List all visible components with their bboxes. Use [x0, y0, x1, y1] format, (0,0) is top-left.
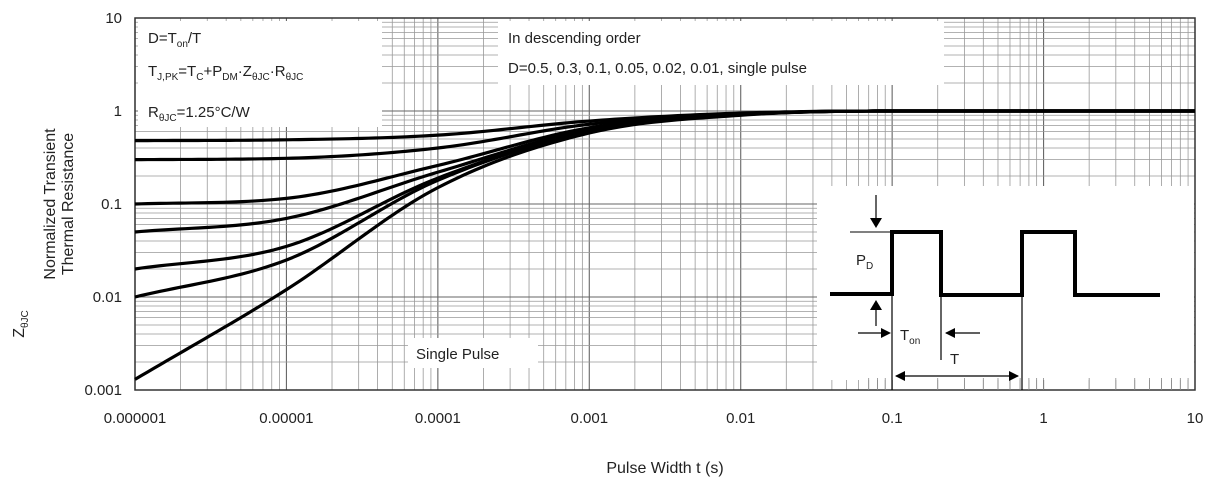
order-line1: In descending order	[508, 30, 641, 47]
formula-box	[138, 21, 382, 127]
y-tick-label: 10	[105, 10, 122, 27]
note-line2-s1: C	[196, 72, 203, 83]
ton-arrowhead-left	[881, 328, 891, 338]
note-line2-s2: DM	[222, 72, 238, 83]
x-tick-label: 0.0001	[415, 410, 461, 427]
single-pulse-label: Single Pulse	[416, 346, 499, 363]
single-pulse-box	[408, 338, 538, 368]
pd-label-base: P	[856, 252, 866, 269]
y-axis-symbol: ZθJC	[11, 310, 31, 338]
y-axis-label-group: Normalized Transient Thermal Resistance	[42, 128, 77, 280]
x-tick-labels: 0.000001 0.00001 0.0001 0.001 0.01 0.1 1 10	[104, 410, 1204, 427]
note-line2-s0: J,PK	[157, 72, 178, 83]
y-axis-symbol-group: ZθJC	[11, 310, 31, 338]
pulse-inset: PD Ton T	[817, 186, 1194, 390]
t-label: T	[950, 351, 959, 368]
note-line1-tail: /T	[188, 30, 201, 47]
y-tick-label: 1	[114, 103, 122, 120]
note-line1: D=Ton/T	[148, 30, 201, 50]
x-tick-label: 0.01	[726, 410, 755, 427]
curves	[134, 109, 1195, 381]
y-tick-label: 0.1	[101, 196, 122, 213]
ton-label: Ton	[900, 327, 920, 347]
y-axis-symbol-sub: θJC	[20, 310, 31, 328]
curve-6	[134, 109, 1195, 381]
order-box	[498, 21, 944, 85]
x-tick-label: 0.000001	[104, 410, 167, 427]
x-tick-label: 0.00001	[259, 410, 313, 427]
note-line1-sub: on	[177, 39, 188, 50]
ton-label-base: T	[900, 327, 909, 344]
x-tick-label: 10	[1187, 410, 1204, 427]
pd-label: PD	[856, 252, 873, 272]
note-line1-base: D=T	[148, 30, 177, 47]
y-axis-label-line1: Normalized Transient	[42, 128, 59, 280]
note-line2-p1: =T	[178, 63, 196, 80]
note-line3-base: R	[148, 104, 159, 121]
note-line2-s4: θJC	[286, 72, 304, 83]
order-line2: D=0.5, 0.3, 0.1, 0.05, 0.02, 0.01, singl…	[508, 60, 807, 77]
note-line3: RθJC=1.25°C/W	[148, 104, 251, 124]
x-tick-label: 1	[1039, 410, 1047, 427]
y-tick-labels: 0.001 0.01 0.1 1 10	[84, 10, 122, 399]
pd-arrowhead-top	[870, 218, 882, 228]
note-line2: TJ,PK=TC+PDM·ZθJC·RθJC	[148, 63, 303, 83]
note-line2-p4: ·R	[270, 63, 286, 80]
ton-label-sub: on	[909, 336, 920, 347]
t-arrowhead-right	[1009, 371, 1019, 381]
y-axis-symbol-base: Z	[11, 328, 28, 338]
inset-box	[817, 186, 1194, 380]
note-line2-p3: ·Z	[238, 63, 252, 80]
x-tick-label: 0.001	[571, 410, 609, 427]
note-line2-s3: θJC	[252, 72, 270, 83]
y-tick-label: 0.001	[84, 382, 122, 399]
x-axis-label: Pulse Width t (s)	[606, 460, 723, 477]
note-line3-tail: =1.25°C/W	[177, 104, 251, 121]
pd-arrowhead-bottom	[870, 300, 882, 310]
ton-arrowhead-right	[945, 328, 955, 338]
y-tick-label: 0.01	[93, 289, 122, 306]
note-line2-p0: T	[148, 63, 157, 80]
note-line2-p2: +P	[203, 63, 222, 80]
pd-label-sub: D	[866, 261, 873, 272]
y-axis-label-line2: Thermal Resistance	[60, 133, 77, 275]
t-arrowhead-left	[895, 371, 905, 381]
note-line3-sub: θJC	[159, 113, 177, 124]
x-tick-label: 0.1	[882, 410, 903, 427]
